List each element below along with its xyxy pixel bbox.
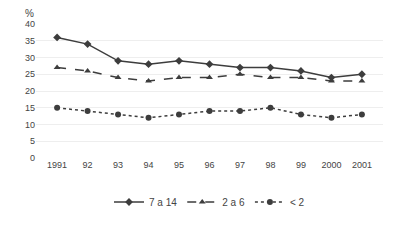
svg-text:93: 93 <box>113 160 123 170</box>
svg-text:35: 35 <box>25 36 35 46</box>
svg-text:98: 98 <box>265 160 275 170</box>
svg-text:95: 95 <box>174 160 184 170</box>
svg-text:2 a 6: 2 a 6 <box>222 197 245 208</box>
svg-text:96: 96 <box>204 160 214 170</box>
svg-text:10: 10 <box>25 120 35 130</box>
svg-text:94: 94 <box>144 160 154 170</box>
svg-text:2000: 2000 <box>321 160 341 170</box>
svg-text:1991: 1991 <box>47 160 67 170</box>
svg-text:%: % <box>25 8 34 19</box>
svg-text:2001: 2001 <box>352 160 372 170</box>
svg-text:97: 97 <box>235 160 245 170</box>
svg-text:0: 0 <box>30 153 35 163</box>
svg-text:92: 92 <box>83 160 93 170</box>
svg-text:99: 99 <box>296 160 306 170</box>
svg-text:25: 25 <box>25 69 35 79</box>
svg-text:15: 15 <box>25 103 35 113</box>
svg-text:< 2: < 2 <box>290 197 305 208</box>
svg-text:30: 30 <box>25 53 35 63</box>
svg-text:7 a 14: 7 a 14 <box>149 197 177 208</box>
svg-text:20: 20 <box>25 86 35 96</box>
svg-text:5: 5 <box>30 136 35 146</box>
svg-text:40: 40 <box>25 19 35 29</box>
